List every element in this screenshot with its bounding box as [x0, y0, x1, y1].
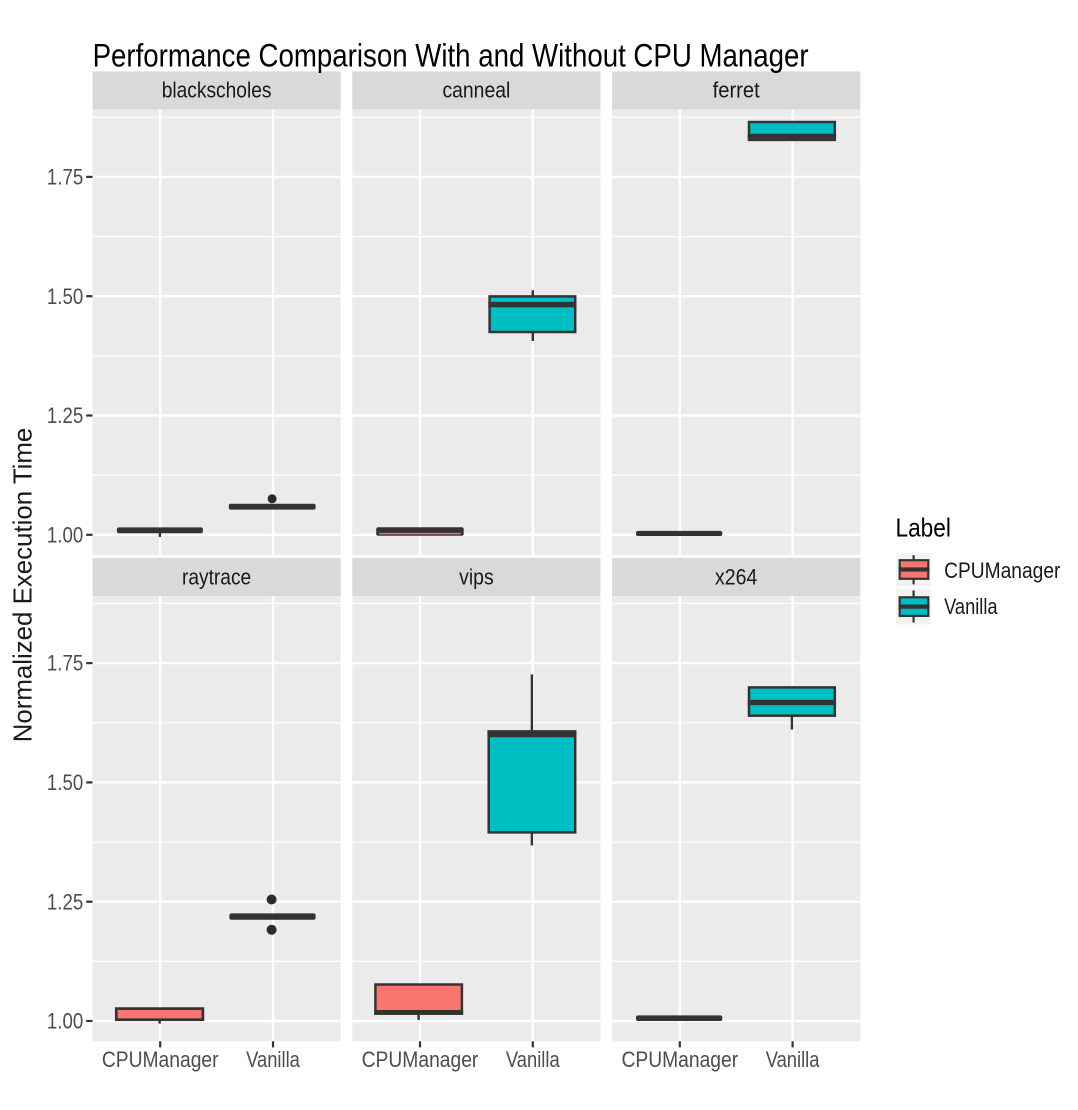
svg-text:1.50: 1.50 — [47, 770, 83, 795]
svg-text:ferret: ferret — [713, 78, 760, 103]
svg-text:1.00: 1.00 — [47, 522, 83, 547]
svg-text:1.25: 1.25 — [47, 403, 83, 428]
svg-text:x264: x264 — [715, 565, 757, 590]
svg-text:1.00: 1.00 — [47, 1009, 83, 1034]
svg-text:CPUManager: CPUManager — [102, 1047, 219, 1072]
svg-text:1.50: 1.50 — [47, 284, 83, 309]
svg-text:1.75: 1.75 — [47, 165, 83, 190]
svg-text:raytrace: raytrace — [182, 565, 251, 590]
svg-text:canneal: canneal — [442, 78, 510, 103]
svg-text:Performance Comparison With an: Performance Comparison With and Without … — [93, 38, 809, 74]
svg-text:Vanilla: Vanilla — [246, 1047, 300, 1072]
svg-text:CPUManager: CPUManager — [621, 1047, 738, 1072]
svg-text:Vanilla: Vanilla — [506, 1047, 560, 1072]
svg-text:Vanilla: Vanilla — [766, 1047, 820, 1072]
svg-text:1.25: 1.25 — [47, 889, 83, 914]
svg-text:CPUManager: CPUManager — [944, 558, 1060, 583]
svg-text:Vanilla: Vanilla — [944, 594, 998, 619]
svg-text:vips: vips — [459, 565, 494, 590]
svg-text:1.75: 1.75 — [47, 651, 83, 676]
svg-text:CPUManager: CPUManager — [362, 1047, 479, 1072]
svg-text:Normalized Execution Time: Normalized Execution Time — [8, 428, 38, 743]
svg-text:Label: Label — [896, 513, 951, 543]
svg-text:blackscholes: blackscholes — [162, 78, 272, 103]
